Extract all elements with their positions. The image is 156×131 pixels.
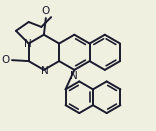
- Text: O: O: [42, 6, 50, 16]
- Text: N: N: [41, 66, 49, 76]
- Text: N: N: [24, 39, 32, 48]
- Text: N: N: [71, 71, 78, 81]
- Text: O: O: [2, 55, 10, 65]
